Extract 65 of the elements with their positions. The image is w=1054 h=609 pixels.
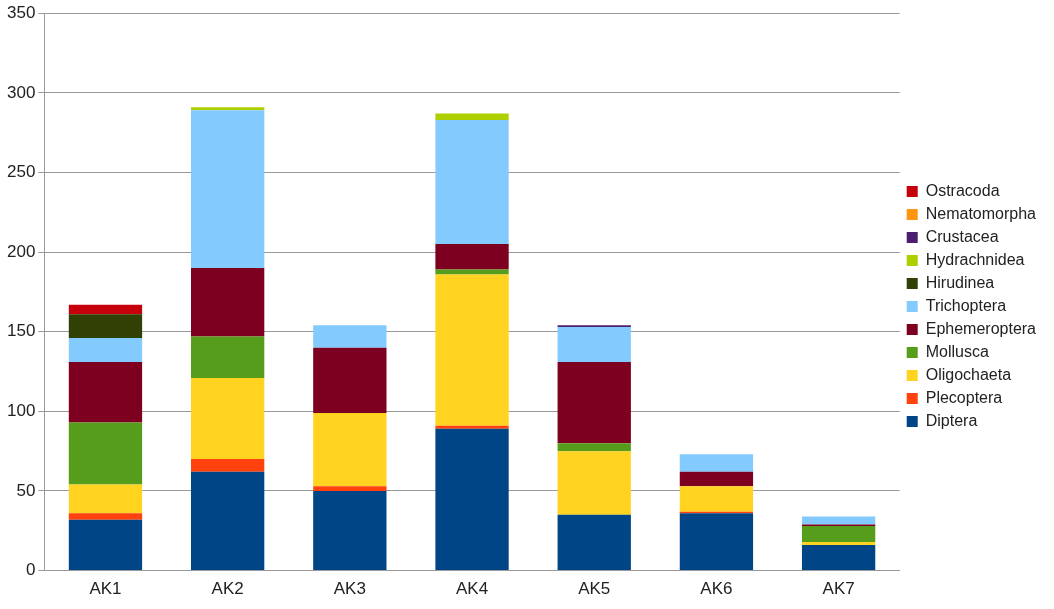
- y-tick-label: 300: [6, 82, 36, 102]
- legend-label: Diptera: [925, 411, 978, 429]
- bar: [191, 377, 265, 460]
- bar: [435, 119, 509, 245]
- bar: [801, 516, 876, 525]
- bar: [68, 314, 143, 339]
- legend-label: Trichoptera: [925, 296, 1007, 314]
- bar: [191, 459, 265, 472]
- bar: [68, 422, 143, 485]
- bar: [313, 490, 387, 571]
- legend-label: Nematomorpha: [925, 204, 1037, 222]
- y-tick-label: 200: [6, 241, 36, 261]
- bar: [557, 514, 631, 571]
- bar: [68, 484, 143, 514]
- bar: [435, 244, 509, 270]
- bar: [435, 428, 509, 571]
- y-tick-label: 250: [6, 162, 36, 182]
- bar: [435, 425, 509, 429]
- x-tick-label: AK3: [333, 579, 366, 599]
- bar: [557, 443, 631, 452]
- bar: [68, 519, 143, 571]
- y-tick-label: 0: [25, 560, 36, 580]
- bar: [68, 361, 143, 423]
- bar: [679, 454, 754, 472]
- bar: [191, 107, 265, 111]
- legend-label: Ephemeroptera: [925, 319, 1037, 337]
- x-tick-label: AK1: [89, 579, 122, 599]
- legend-label: Ostracoda: [925, 181, 1000, 199]
- legend-label: Mollusca: [925, 342, 989, 360]
- bar: [801, 526, 876, 542]
- bar: [68, 513, 143, 520]
- bar: [801, 545, 876, 571]
- legend-label: Plecoptera: [925, 388, 1003, 406]
- bar: [68, 304, 143, 315]
- bar: [679, 513, 754, 571]
- x-tick-label: AK6: [700, 579, 733, 599]
- x-tick-label: AK7: [822, 579, 855, 599]
- bar: [191, 336, 265, 378]
- x-tick-label: AK4: [455, 579, 489, 599]
- y-tick-label: 100: [6, 401, 36, 421]
- bar: [191, 471, 265, 571]
- bar: [313, 486, 387, 491]
- bar: [191, 268, 265, 337]
- bar: [679, 486, 754, 512]
- bar: [191, 110, 265, 269]
- bar: [801, 541, 876, 546]
- bar: [313, 325, 387, 348]
- bar: [557, 361, 631, 444]
- bar: [557, 326, 631, 362]
- bar: [679, 471, 754, 487]
- x-tick-label: AK5: [578, 579, 611, 599]
- bar: [313, 412, 387, 487]
- legend-label: Hirudinea: [925, 273, 995, 291]
- y-tick-label: 50: [16, 480, 36, 500]
- legend-label: Hydrachnidea: [925, 250, 1025, 268]
- bar: [313, 347, 387, 413]
- bar: [435, 274, 509, 426]
- y-tick-label: 150: [6, 321, 36, 341]
- legend-label: Oligochaeta: [925, 365, 1012, 383]
- legend-label: Crustacea: [925, 227, 999, 245]
- bar: [435, 113, 509, 120]
- y-tick-label: 350: [6, 2, 36, 22]
- bar: [68, 338, 143, 362]
- x-tick-label: AK2: [211, 579, 244, 599]
- bar: [557, 451, 631, 515]
